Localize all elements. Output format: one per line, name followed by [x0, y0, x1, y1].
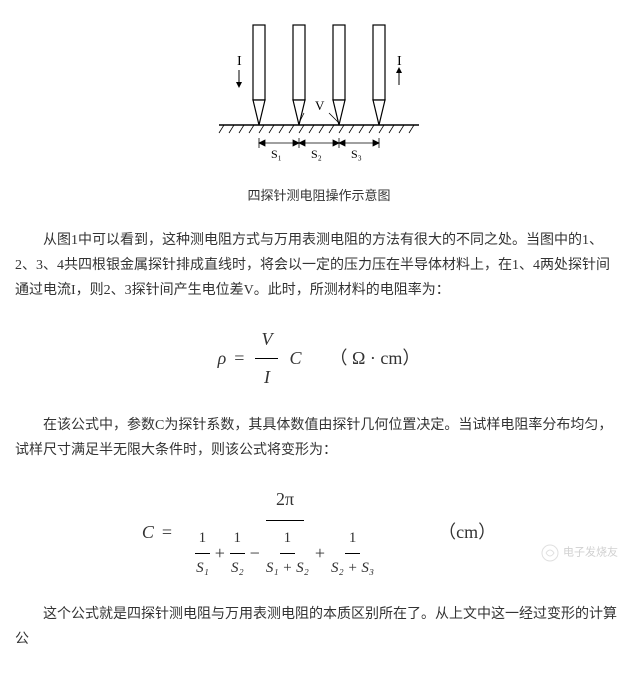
current-left-label: I: [237, 54, 242, 69]
figure-caption: 四探针测电阻操作示意图: [15, 184, 623, 207]
voltage-label: V: [315, 98, 325, 113]
t4d: S₂ + S₃: [327, 554, 378, 582]
watermark-text: 电子发烧友: [563, 546, 618, 558]
probe-diagram: I I V S₁ S₂ S: [15, 15, 623, 174]
rho: ρ: [218, 342, 227, 374]
t4n: 1: [345, 525, 361, 554]
spacing-s1: S₁: [271, 147, 282, 161]
current-right-label: I: [397, 54, 402, 69]
diagram-svg: I I V S₁ S₂ S: [189, 15, 449, 165]
spacing-s2: S₂: [311, 147, 322, 161]
f2-lhs: C: [142, 516, 154, 548]
f1-c: C: [289, 342, 301, 374]
watermark: 电子发烧友: [540, 543, 618, 563]
t3d: S₁ + S₂: [262, 554, 313, 582]
spacing-s3: S₃: [351, 147, 362, 161]
t2d: S₂: [227, 554, 248, 582]
f1-unit: （ Ω · cm）: [329, 342, 420, 374]
paragraph-1: 从图1中可以看到，这种测电阻方式与万用表测电阻的方法有很大的不同之处。当图中的1…: [15, 228, 623, 304]
t3n: 1: [280, 525, 296, 554]
paragraph-3: 这个公式就是四探针测电阻与万用表测电阻的本质区别所在了。从上文中这一经过变形的计…: [15, 602, 623, 652]
t2n: 1: [230, 525, 246, 554]
equals: =: [234, 342, 244, 374]
formula-2: C = 2π 1 S₁ + 1 S₂ − 1 S₁ + S₂ +: [15, 483, 623, 581]
f2-eq: =: [162, 516, 172, 548]
f2-unit: （cm）: [438, 516, 496, 548]
formula-1: ρ = V I C （ Ω · cm）: [15, 323, 623, 393]
watermark-icon: [540, 543, 560, 563]
t1d: S₁: [192, 554, 213, 582]
paragraph-2: 在该公式中，参数C为探针系数，其具体数值由探针几何位置决定。当试样电阻率分布均匀…: [15, 413, 623, 463]
f1-num: V: [255, 323, 278, 358]
t1n: 1: [195, 525, 211, 554]
f2-num: 2π: [266, 483, 304, 520]
f1-den: I: [258, 359, 276, 393]
